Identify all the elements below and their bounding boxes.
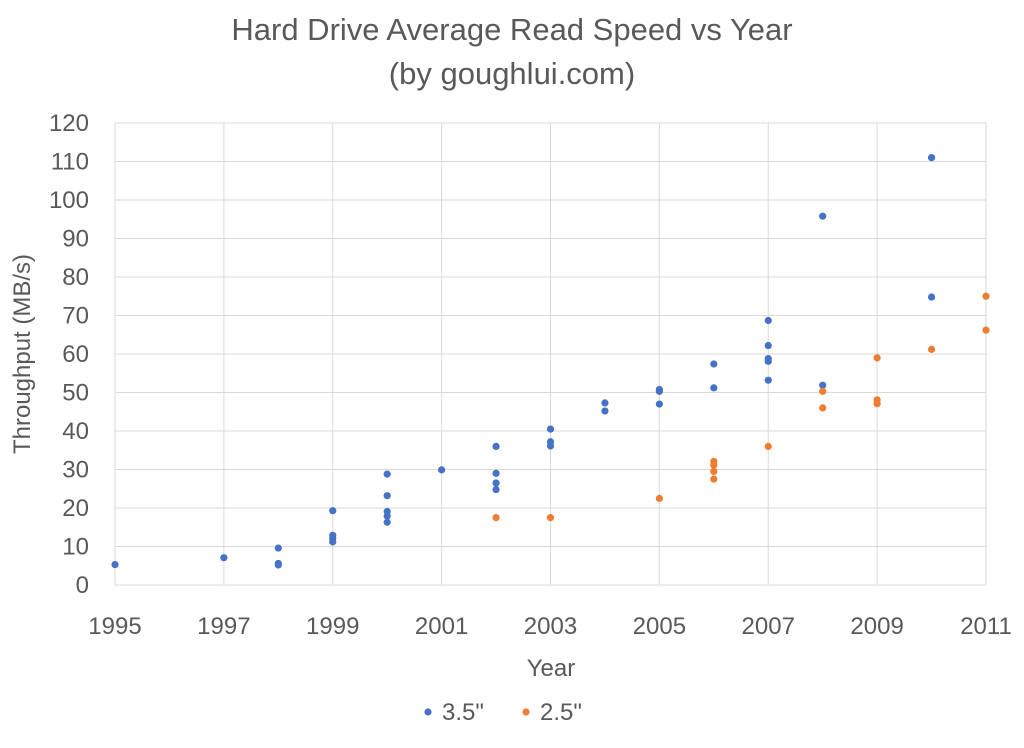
- legend-marker: [522, 708, 530, 716]
- data-point-35: [764, 341, 772, 350]
- data-point-25: [927, 345, 936, 353]
- data-point-35: [111, 560, 119, 569]
- chart-title-block: Hard Drive Average Read Speed vs Year (b…: [0, 8, 1024, 96]
- data-point-25: [873, 354, 881, 362]
- y-tick-label: 10: [62, 534, 89, 561]
- y-tick-label: 0: [76, 572, 89, 599]
- y-tick-label: 70: [62, 303, 89, 330]
- y-tick-label: 40: [62, 418, 89, 445]
- x-tick-label: 2011: [960, 613, 1012, 640]
- y-axis-label: Throughput (MB/s): [9, 254, 36, 454]
- x-tick-label: 2003: [524, 613, 577, 640]
- chart-title: Hard Drive Average Read Speed vs Year: [231, 12, 793, 47]
- y-tick-label: 20: [62, 495, 89, 522]
- y-tick-label: 60: [62, 341, 89, 368]
- data-point-25: [982, 326, 990, 334]
- data-point-25: [764, 442, 772, 450]
- data-point-25: [710, 461, 718, 469]
- x-axis-ticks: 1995 1997 1999 2001 2003 2005 2007 2009 2011: [88, 613, 1012, 640]
- legend: 3.5" 2.5": [424, 699, 582, 726]
- data-point-35: [655, 400, 663, 408]
- data-point-35: [329, 507, 337, 515]
- data-points: [111, 154, 990, 569]
- data-point-25: [546, 514, 555, 522]
- data-point-35: [492, 442, 500, 450]
- x-tick-label: 1995: [88, 613, 141, 640]
- data-point-35: [927, 154, 936, 162]
- data-point-35: [601, 399, 609, 407]
- data-point-35: [601, 407, 609, 415]
- data-point-35: [383, 470, 391, 478]
- legend-marker: [424, 708, 432, 716]
- x-tick-label: 2005: [633, 613, 686, 640]
- data-point-25: [873, 400, 881, 408]
- data-point-35: [546, 425, 555, 433]
- data-point-25: [655, 494, 663, 502]
- legend-label: 3.5": [442, 699, 484, 726]
- data-point-35: [492, 479, 500, 487]
- data-point-35: [927, 293, 936, 301]
- data-point-35: [655, 387, 663, 395]
- data-point-35: [220, 554, 228, 562]
- x-tick-label: 2001: [415, 613, 468, 640]
- data-point-35: [492, 485, 500, 494]
- x-axis-label: Year: [527, 655, 576, 682]
- y-tick-label: 80: [62, 264, 89, 291]
- y-tick-label: 90: [62, 226, 89, 253]
- data-point-25: [710, 475, 718, 483]
- data-point-35: [710, 360, 718, 368]
- data-point-35: [383, 492, 391, 500]
- data-point-25: [710, 467, 718, 476]
- y-tick-label: 100: [49, 187, 89, 214]
- data-point-25: [819, 387, 827, 395]
- data-point-35: [438, 466, 446, 474]
- y-tick-label: 50: [62, 380, 89, 407]
- data-point-35: [764, 316, 772, 325]
- data-point-35: [383, 518, 391, 526]
- data-point-35: [710, 384, 718, 392]
- data-point-25: [492, 514, 500, 522]
- data-point-35: [819, 212, 827, 220]
- data-point-35: [492, 469, 500, 477]
- data-point-35: [329, 538, 337, 546]
- y-axis-ticks: 0 10 20 30 40 50 60 70 80 90 100 110 120: [49, 110, 89, 599]
- legend-label: 2.5": [540, 699, 582, 726]
- data-point-35: [764, 376, 772, 384]
- x-tick-label: 2007: [742, 613, 795, 640]
- x-tick-label: 2009: [850, 613, 903, 640]
- data-point-35: [764, 357, 772, 365]
- y-tick-label: 120: [49, 110, 89, 137]
- data-point-35: [819, 381, 827, 389]
- data-point-35: [546, 442, 555, 450]
- y-tick-label: 110: [51, 149, 89, 176]
- data-point-35: [383, 512, 391, 520]
- x-tick-label: 1999: [306, 613, 359, 640]
- data-point-25: [819, 404, 827, 412]
- y-tick-label: 30: [62, 457, 89, 484]
- data-point-25: [982, 292, 990, 300]
- data-point-35: [274, 561, 282, 569]
- chart-subtitle: (by goughlui.com): [388, 56, 636, 91]
- x-tick-label: 1997: [197, 613, 250, 640]
- data-point-35: [274, 544, 282, 552]
